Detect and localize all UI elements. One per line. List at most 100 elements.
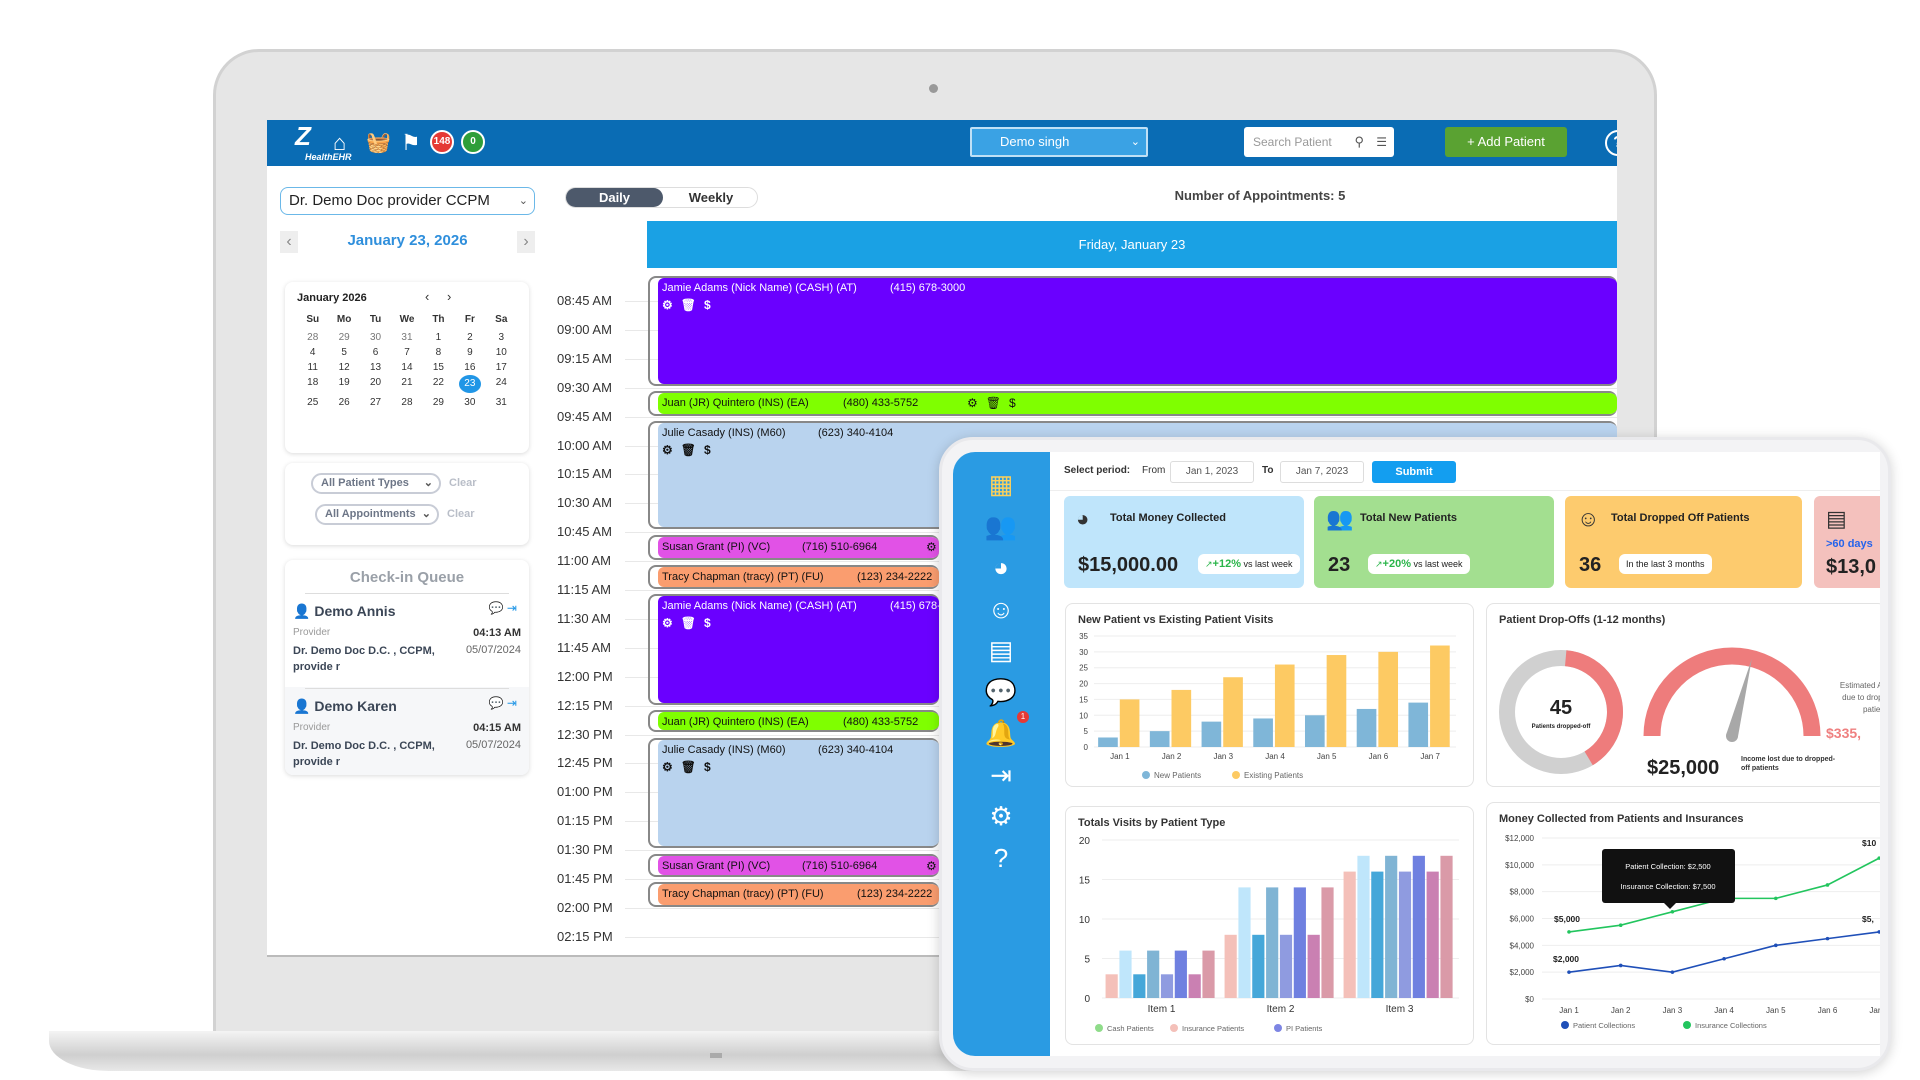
submit-button[interactable]: Submit — [1372, 461, 1456, 483]
appointment-actions-icons[interactable]: ⚙🗑$ — [662, 616, 719, 630]
appointment-actions-icons[interactable]: ⚙🗑$ — [967, 396, 1024, 410]
add-patient-button[interactable]: + Add Patient — [1445, 127, 1567, 157]
calendar-day[interactable]: 16 — [454, 362, 485, 373]
search-icon[interactable]: ⚲ — [1354, 134, 1364, 149]
from-date-input[interactable]: Jan 1, 2023 — [1170, 461, 1254, 483]
y-tick-label: 5 — [1084, 955, 1090, 966]
appointment-block[interactable]: Jamie Adams (Nick Name) (CASH) (AT) (415)… — [648, 594, 939, 705]
appointment-actions-icons[interactable]: ⚙🗑$ — [662, 443, 719, 457]
legend-marker — [1274, 1024, 1282, 1032]
to-date-input[interactable]: Jan 7, 2023 — [1280, 461, 1364, 483]
y-tick-label: $12,000 — [1505, 834, 1534, 843]
y-tick-label: 10 — [1079, 711, 1088, 720]
calendar-day[interactable]: 20 — [360, 377, 391, 393]
chart-title: Totals Visits by Patient Type — [1078, 817, 1226, 829]
appointment-block[interactable]: Tracy Chapman (tracy) (PT) (FU) (123) 234… — [648, 882, 939, 907]
next-month-button[interactable]: › — [447, 289, 452, 304]
appointment-actions-icons[interactable]: ⚙🗑$ — [662, 760, 719, 774]
search-patient-input[interactable]: Search Patient ⚲ ☰ — [1244, 127, 1394, 157]
calendar-day[interactable]: 30 — [454, 397, 485, 408]
calendar-day[interactable]: 24 — [486, 377, 517, 393]
calendar-day[interactable]: 13 — [360, 362, 391, 373]
calendar-day[interactable]: 3 — [486, 332, 517, 343]
chat-icon[interactable]: 💬 — [983, 674, 1019, 710]
calendar-day[interactable]: 26 — [328, 397, 359, 408]
calendar-day[interactable]: 22 — [423, 377, 454, 393]
calendar-day[interactable]: 31 — [486, 397, 517, 408]
calendar-day[interactable]: 2 — [454, 332, 485, 343]
calendar-day[interactable]: 18 — [297, 377, 328, 393]
calendar-day[interactable]: 14 — [391, 362, 422, 373]
calendar-day[interactable]: 23 — [454, 375, 485, 393]
appointments-select[interactable]: All Appointments ⌄ — [315, 504, 439, 525]
user-select[interactable]: Demo singh ⌄ — [970, 127, 1148, 157]
provider-select[interactable]: Dr. Demo Doc provider CCPM ⌄ — [280, 187, 535, 215]
basket-icon[interactable]: 🧺 — [366, 132, 391, 154]
appointment-block[interactable]: Jamie Adams (Nick Name) (CASH) (AT) (415)… — [648, 276, 1617, 386]
billing-icon[interactable]: ▤ — [983, 632, 1019, 668]
appointment-block[interactable]: Susan Grant (PI) (VC) (716) 510-6964 ⚙ — [648, 854, 939, 877]
clear-patient-types-link[interactable]: Clear — [449, 477, 477, 489]
calendar-day[interactable]: 29 — [328, 332, 359, 343]
settings-gear-icon[interactable]: ⚙ — [926, 859, 937, 873]
calendar-day[interactable]: 25 — [297, 397, 328, 408]
prev-day-button[interactable]: ‹ — [280, 231, 298, 253]
appointment-actions-icons[interactable]: ⚙🗑$ — [662, 298, 719, 312]
notifications-badge[interactable]: 148 — [430, 130, 454, 154]
chat-checkout-icons[interactable]: 💬 ⇥ — [488, 696, 517, 710]
settings-gear-icon[interactable]: ⚙ — [926, 540, 937, 554]
appointment-block[interactable]: Juan (JR) Quintero (INS) (EA) (480) 433-5… — [648, 391, 1617, 416]
flag-icon[interactable]: ⚑ — [401, 130, 421, 155]
calendar-day[interactable]: 9 — [454, 347, 485, 358]
queue-item[interactable]: 👤 Demo Annis 💬 ⇥ Provider 04:13 AM Dr. D… — [285, 595, 529, 687]
appointment-body: Jamie Adams (Nick Name) (CASH) (AT) (415)… — [658, 278, 1617, 384]
y-tick-label: 15 — [1079, 695, 1088, 704]
logo[interactable]: Z HealthEHR — [295, 123, 365, 165]
help-icon[interactable]: ? — [983, 840, 1019, 876]
calendar-day[interactable]: 15 — [423, 362, 454, 373]
calendar-day[interactable]: 28 — [391, 397, 422, 408]
next-day-button[interactable]: › — [517, 231, 535, 253]
dropped-patient-icon[interactable]: ☺ — [983, 591, 1019, 627]
calendar-day[interactable]: 12 — [328, 362, 359, 373]
calendar-day[interactable]: 4 — [297, 347, 328, 358]
calendar-day[interactable]: 30 — [360, 332, 391, 343]
tab-daily[interactable]: Daily — [566, 188, 663, 207]
tab-weekly[interactable]: Weekly — [688, 190, 734, 205]
appointment-block[interactable]: Juan (JR) Quintero (INS) (EA) (480) 433-5… — [648, 710, 939, 732]
filter-sliders-icon[interactable]: ☰ — [1376, 135, 1387, 149]
calendar-day[interactable]: 10 — [486, 347, 517, 358]
calendar-day[interactable]: 8 — [423, 347, 454, 358]
calendar-day[interactable]: 28 — [297, 332, 328, 343]
calendar-day[interactable]: 1 — [423, 332, 454, 343]
logout-icon[interactable]: ⇥ — [983, 757, 1019, 793]
appointment-block[interactable]: Tracy Chapman (tracy) (PT) (FU) (123) 234… — [648, 565, 939, 589]
home-icon[interactable]: ⌂ — [333, 130, 347, 155]
calendar-day[interactable]: 11 — [297, 362, 328, 373]
messages-badge[interactable]: 0 — [461, 130, 485, 154]
patient-types-select[interactable]: All Patient Types ⌄ — [311, 473, 441, 494]
chart-title: New Patient vs Existing Patient Visits — [1078, 614, 1274, 626]
dashboard-icon[interactable]: ▦ — [983, 466, 1019, 502]
data-point — [1877, 930, 1880, 934]
calendar-day[interactable]: 21 — [391, 377, 422, 393]
pie-chart-icon[interactable]: ◕ — [983, 549, 1019, 585]
chat-checkout-icons[interactable]: 💬 ⇥ — [488, 601, 517, 615]
calendar-day[interactable]: 5 — [328, 347, 359, 358]
calendar-day[interactable]: 6 — [360, 347, 391, 358]
patients-group-icon[interactable]: 👥 — [983, 508, 1019, 544]
calendar-day[interactable]: 7 — [391, 347, 422, 358]
calendar-day[interactable]: 31 — [391, 332, 422, 343]
queue-item[interactable]: 👤 Demo Karen 💬 ⇥ Provider 04:15 AM Dr. D… — [285, 690, 529, 775]
settings-icon[interactable]: ⚙ — [983, 798, 1019, 834]
calendar-day[interactable]: 19 — [328, 377, 359, 393]
queue-patient-name: Demo Karen — [314, 698, 397, 714]
calendar-day[interactable]: 27 — [360, 397, 391, 408]
clear-appointments-link[interactable]: Clear — [447, 508, 475, 520]
bell-icon[interactable]: 🔔 1 — [983, 711, 1029, 751]
prev-month-button[interactable]: ‹ — [425, 289, 430, 304]
calendar-day[interactable]: 29 — [423, 397, 454, 408]
appointment-block[interactable]: Julie Casady (INS) (M60) (623) 340-4104 ⚙🗑… — [648, 738, 939, 848]
appointment-block[interactable]: Susan Grant (PI) (VC) (716) 510-6964 ⚙ — [648, 535, 939, 560]
calendar-day[interactable]: 17 — [486, 362, 517, 373]
